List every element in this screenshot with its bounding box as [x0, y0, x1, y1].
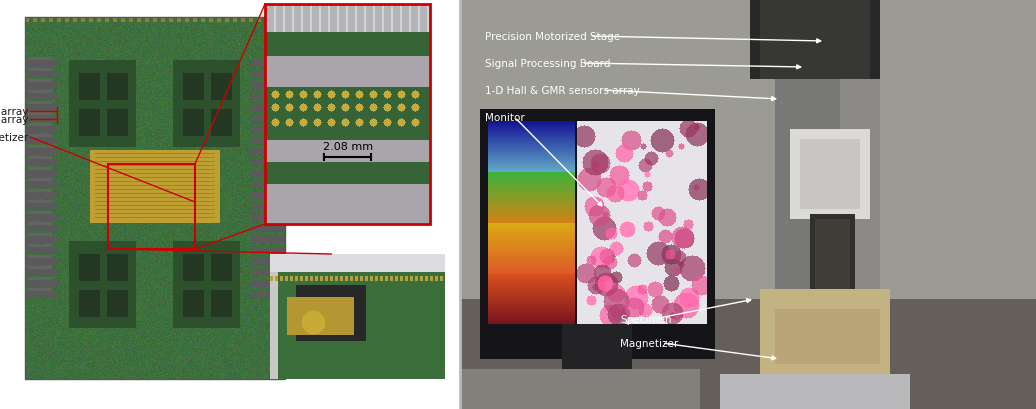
Text: Precision Motorized Stage: Precision Motorized Stage — [485, 32, 621, 42]
Text: Signal Processing Board: Signal Processing Board — [485, 59, 610, 69]
Text: Magnetizer: Magnetizer — [620, 338, 679, 348]
Bar — [265, 5, 430, 225]
Text: Hall sensors array: Hall sensors array — [0, 107, 28, 117]
Text: 1-D Hall & GMR sensors array: 1-D Hall & GMR sensors array — [485, 86, 640, 96]
Text: Specimen: Specimen — [620, 314, 671, 324]
Bar — [108, 164, 195, 249]
Text: GMR sensors array: GMR sensors array — [0, 115, 28, 125]
Text: 2.08 mm: 2.08 mm — [322, 142, 373, 151]
Bar — [25, 18, 285, 379]
Text: Magnetizer: Magnetizer — [0, 133, 28, 143]
Text: Monitor: Monitor — [485, 113, 525, 123]
